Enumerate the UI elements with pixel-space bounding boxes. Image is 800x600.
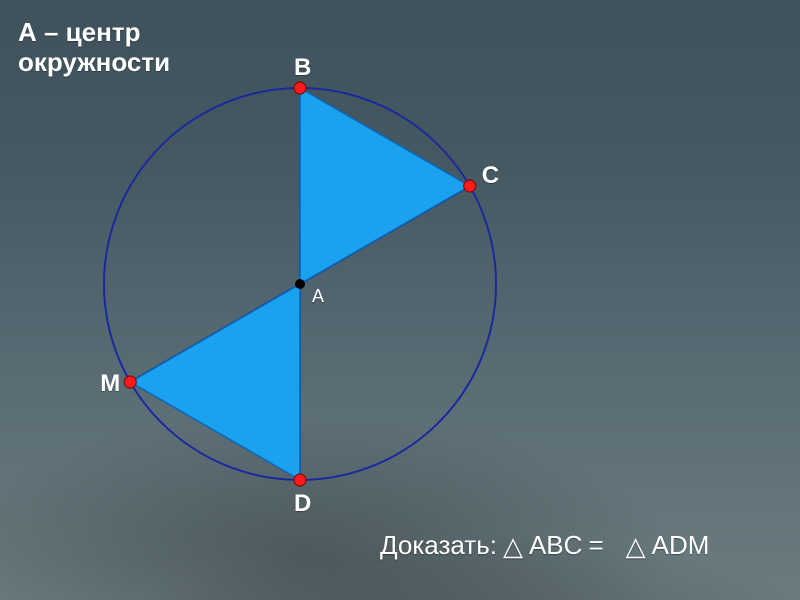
proof-statement: Доказать: △ABC = △ADM	[380, 530, 709, 561]
point-label-b: B	[294, 54, 311, 82]
proof-prefix: Доказать:	[380, 530, 497, 561]
proof-rhs: ADM	[652, 530, 710, 561]
geometry-svg	[0, 0, 800, 600]
stage: А – центр окружности B C D M A Доказать:…	[0, 0, 800, 600]
point-label-m: M	[100, 370, 120, 398]
point-label-d: D	[294, 490, 311, 518]
proof-lhs: ABC	[529, 530, 582, 561]
center-label: A	[312, 286, 324, 307]
triangle-icon: △	[503, 533, 523, 559]
point-label-c: C	[482, 162, 499, 190]
triangle-icon: △	[626, 533, 646, 559]
proof-equals: =	[588, 530, 603, 561]
